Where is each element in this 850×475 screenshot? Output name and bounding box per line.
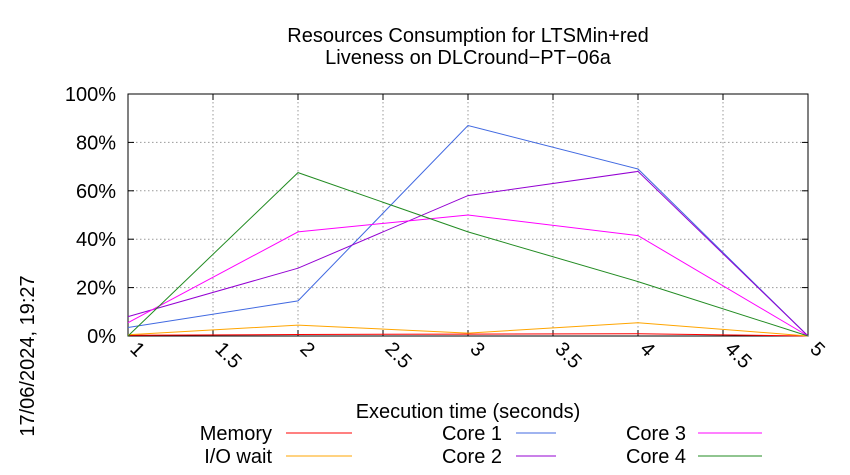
- y-tick-label: 80%: [76, 132, 116, 154]
- series-line-core-1: [127, 124, 809, 337]
- legend-label: Core 4: [626, 446, 686, 468]
- timestamp-label: 17/06/2024, 19:27: [17, 275, 39, 436]
- x-tick-label: 2.5: [380, 338, 415, 373]
- y-tick-label: 40%: [76, 229, 116, 251]
- series-line-core-4: [127, 172, 809, 337]
- x-tick-label: 2: [295, 338, 318, 361]
- legend-label: I/O wait: [204, 446, 272, 468]
- x-tick-label: 1: [125, 338, 148, 361]
- series-line-i-o-wait: [127, 322, 809, 337]
- x-tick-label: 5: [805, 338, 828, 361]
- x-tick-label: 4: [635, 338, 658, 361]
- legend-label: Core 1: [442, 423, 502, 445]
- series-line-core-2: [127, 170, 809, 337]
- y-tick-label: 0%: [87, 326, 116, 348]
- legend-label: Memory: [200, 423, 272, 445]
- y-axis-ticks: 0% 20% 40% 60% 80% 100%: [65, 84, 808, 348]
- legend-label: Core 2: [442, 446, 502, 468]
- x-tick-label: 3: [465, 338, 488, 361]
- x-tick-label: 1.5: [210, 338, 245, 373]
- x-tick-label: 4.5: [720, 338, 755, 373]
- x-tick-label: 3.5: [550, 338, 585, 373]
- chart-title-line1: Resources Consumption for LTSMin+red: [287, 25, 648, 47]
- legend-label: Core 3: [626, 423, 686, 445]
- y-tick-label: 100%: [65, 84, 116, 106]
- y-tick-label: 20%: [76, 278, 116, 300]
- series-line-memory: [127, 333, 809, 337]
- y-tick-label: 60%: [76, 181, 116, 203]
- x-axis-ticks: 1 1.5 2 2.5 3 3.5 4 4.5 5: [125, 94, 829, 373]
- series-line-core-3: [127, 214, 809, 337]
- x-axis-label: Execution time (seconds): [356, 401, 581, 423]
- chart-title-line2: Liveness on DLCround−PT−06a: [325, 47, 612, 69]
- series-lines: [127, 124, 809, 337]
